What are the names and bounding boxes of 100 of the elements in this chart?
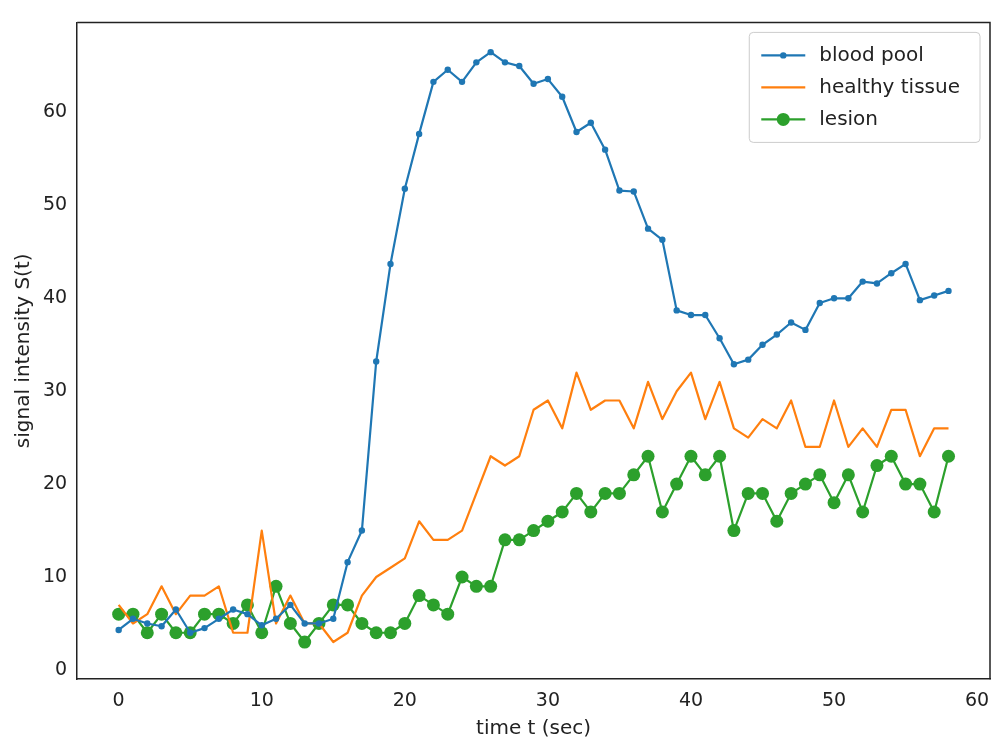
point — [473, 59, 480, 66]
point — [698, 468, 712, 482]
point — [384, 626, 398, 640]
point — [559, 93, 566, 100]
point — [487, 48, 494, 56]
point — [902, 260, 909, 268]
point — [498, 533, 512, 547]
point — [444, 66, 451, 73]
x-tick-label: 40 — [678, 687, 704, 710]
point — [201, 624, 208, 632]
y-tick-label: 0 — [55, 656, 68, 679]
point — [283, 616, 297, 630]
legend-label: healthy tissue — [819, 73, 961, 98]
point — [845, 295, 852, 302]
point — [301, 620, 308, 627]
point — [813, 468, 827, 482]
y-tick-label: 50 — [42, 192, 68, 215]
point — [830, 295, 838, 302]
point — [612, 486, 626, 500]
point — [530, 80, 537, 87]
point — [144, 620, 151, 627]
point — [355, 616, 369, 630]
point — [341, 598, 355, 612]
point — [287, 601, 294, 609]
point — [501, 59, 509, 66]
point — [798, 477, 812, 491]
point — [426, 598, 440, 612]
point — [770, 514, 784, 528]
point — [172, 606, 180, 613]
y-tick-label: 30 — [42, 378, 68, 401]
point — [527, 524, 541, 538]
point — [655, 505, 669, 519]
point — [412, 589, 426, 603]
point — [541, 514, 555, 528]
point — [358, 527, 366, 534]
point — [873, 280, 881, 287]
point — [787, 319, 795, 326]
point — [272, 615, 280, 623]
point — [716, 335, 723, 342]
point — [469, 579, 483, 593]
point — [927, 505, 941, 519]
x-tick-label: 60 — [965, 687, 990, 710]
point — [741, 486, 755, 500]
point — [630, 188, 637, 195]
point — [784, 486, 798, 500]
point — [516, 62, 523, 70]
point — [258, 622, 265, 629]
point — [856, 505, 870, 519]
point — [573, 128, 580, 136]
point — [942, 449, 956, 463]
point — [430, 78, 437, 86]
point — [687, 311, 695, 319]
point — [827, 496, 841, 510]
point — [158, 623, 165, 630]
point — [269, 579, 283, 593]
point — [702, 311, 709, 319]
point — [169, 626, 183, 640]
point — [373, 358, 380, 365]
point — [859, 278, 866, 285]
x-tick-label: 50 — [821, 687, 847, 710]
point — [945, 287, 952, 295]
point — [215, 615, 223, 623]
point — [816, 299, 823, 307]
point — [727, 524, 741, 538]
x-tick-label: 10 — [249, 687, 274, 710]
point — [115, 626, 122, 634]
x-axis-title: time t (sec) — [476, 715, 592, 740]
point — [441, 607, 455, 621]
point — [544, 75, 552, 83]
point — [616, 187, 623, 194]
point — [627, 468, 641, 482]
y-tick-label: 40 — [42, 285, 68, 308]
point — [298, 635, 312, 649]
x-tick-label: 20 — [392, 687, 417, 710]
point — [155, 607, 169, 621]
point — [773, 331, 781, 338]
point — [670, 477, 684, 491]
x-tick-label: 0 — [112, 687, 125, 710]
point — [140, 626, 154, 640]
point — [555, 505, 569, 519]
point — [916, 296, 924, 304]
point — [684, 449, 698, 463]
point — [673, 307, 680, 314]
point — [398, 616, 412, 630]
point — [730, 361, 738, 368]
point — [745, 356, 752, 363]
point — [229, 606, 237, 613]
point — [756, 486, 770, 500]
x-tick-label: 30 — [535, 687, 560, 710]
point — [484, 579, 498, 593]
point — [841, 468, 855, 482]
point — [330, 615, 337, 623]
point — [644, 225, 652, 232]
point — [401, 185, 409, 192]
point — [759, 341, 766, 348]
point — [570, 486, 584, 500]
y-tick-label: 10 — [42, 563, 68, 586]
point — [713, 449, 727, 463]
y-tick-label: 20 — [42, 471, 68, 494]
point — [198, 607, 212, 621]
